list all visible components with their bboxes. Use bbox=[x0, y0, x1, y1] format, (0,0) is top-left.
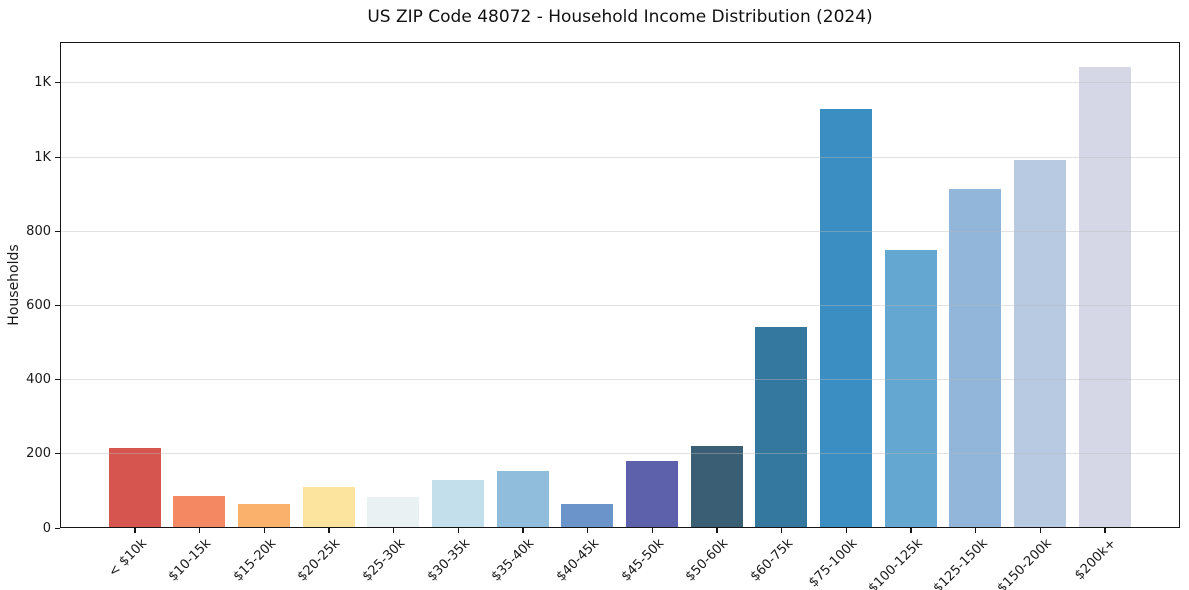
x-tick-label: $10-15k bbox=[165, 536, 215, 585]
x-tick-mark bbox=[393, 528, 395, 533]
x-tick-mark bbox=[651, 528, 653, 533]
y-tick-mark bbox=[55, 453, 60, 455]
bar-6 bbox=[496, 470, 549, 527]
x-tick-mark bbox=[975, 528, 977, 533]
bar-5 bbox=[431, 480, 484, 527]
x-tick-label: $20-25k bbox=[295, 536, 344, 585]
y-tick-mark bbox=[55, 156, 60, 158]
x-tick-label: $60-75k bbox=[747, 536, 797, 585]
gridline bbox=[61, 230, 1179, 232]
x-tick-mark bbox=[1039, 528, 1041, 533]
y-tick-label: 800 bbox=[26, 223, 51, 239]
x-tick-mark bbox=[845, 528, 847, 533]
x-tick-label: $15-20k bbox=[230, 536, 279, 585]
y-tick-label: 0 bbox=[42, 520, 51, 536]
x-tick-label: $40-45k bbox=[553, 536, 603, 585]
x-tick-mark bbox=[587, 528, 589, 533]
y-tick-label: 1K bbox=[34, 75, 51, 91]
bar-7 bbox=[561, 503, 614, 527]
y-tick-mark bbox=[55, 304, 60, 307]
x-tick-mark bbox=[457, 528, 459, 533]
bar-1 bbox=[173, 496, 226, 527]
y-tick-label: 400 bbox=[26, 372, 51, 388]
x-tick-mark bbox=[263, 528, 265, 533]
y-tick-label: 200 bbox=[26, 446, 51, 462]
bar-10 bbox=[755, 327, 808, 527]
gridline bbox=[61, 82, 1179, 84]
bar-3 bbox=[302, 486, 355, 527]
y-tick-mark bbox=[55, 82, 60, 84]
gridline bbox=[61, 304, 1179, 306]
y-tick-mark bbox=[55, 230, 60, 232]
x-tick-label: $200k+ bbox=[1072, 536, 1120, 584]
x-tick-label: $50-60k bbox=[683, 536, 732, 585]
x-tick-mark bbox=[716, 528, 718, 533]
x-tick-label: $35-40k bbox=[489, 536, 538, 585]
y-tick-label: 600 bbox=[26, 297, 51, 313]
x-tick-mark bbox=[781, 528, 783, 533]
x-tick-mark bbox=[910, 528, 912, 533]
x-tick-label: $30-35k bbox=[424, 536, 473, 585]
y-tick-label: 1K bbox=[34, 149, 51, 165]
bar-9 bbox=[690, 446, 743, 527]
x-tick-mark bbox=[328, 528, 330, 533]
gridline bbox=[61, 156, 1179, 158]
bar-12 bbox=[884, 250, 937, 527]
x-tick-label: $150-200k bbox=[994, 536, 1055, 590]
bar-2 bbox=[237, 503, 290, 527]
x-tick-label: $125-150k bbox=[930, 536, 991, 590]
x-tick-label: $100-125k bbox=[865, 536, 926, 590]
bar-15 bbox=[1078, 66, 1131, 527]
bar-4 bbox=[367, 496, 420, 527]
bar-14 bbox=[1013, 159, 1066, 527]
y-tick-mark bbox=[55, 527, 60, 529]
x-tick-label: < $10k bbox=[105, 536, 150, 581]
plot-area bbox=[60, 42, 1180, 528]
y-axis-label: Households bbox=[6, 244, 22, 326]
x-tick-mark bbox=[199, 528, 201, 533]
x-tick-mark bbox=[1104, 528, 1106, 533]
y-tick-mark bbox=[55, 379, 60, 381]
x-tick-mark bbox=[522, 528, 524, 533]
bar-13 bbox=[949, 188, 1002, 527]
x-tick-label: $25-30k bbox=[359, 536, 409, 585]
gridline bbox=[61, 453, 1179, 455]
bar-0 bbox=[108, 448, 161, 527]
chart-title: US ZIP Code 48072 - Household Income Dis… bbox=[367, 7, 873, 27]
x-tick-mark bbox=[134, 528, 136, 533]
x-tick-label: $75-100k bbox=[806, 536, 861, 590]
gridline bbox=[61, 379, 1179, 381]
bar-11 bbox=[819, 109, 872, 527]
x-tick-label: $45-50k bbox=[618, 536, 667, 585]
bar-8 bbox=[625, 460, 678, 527]
